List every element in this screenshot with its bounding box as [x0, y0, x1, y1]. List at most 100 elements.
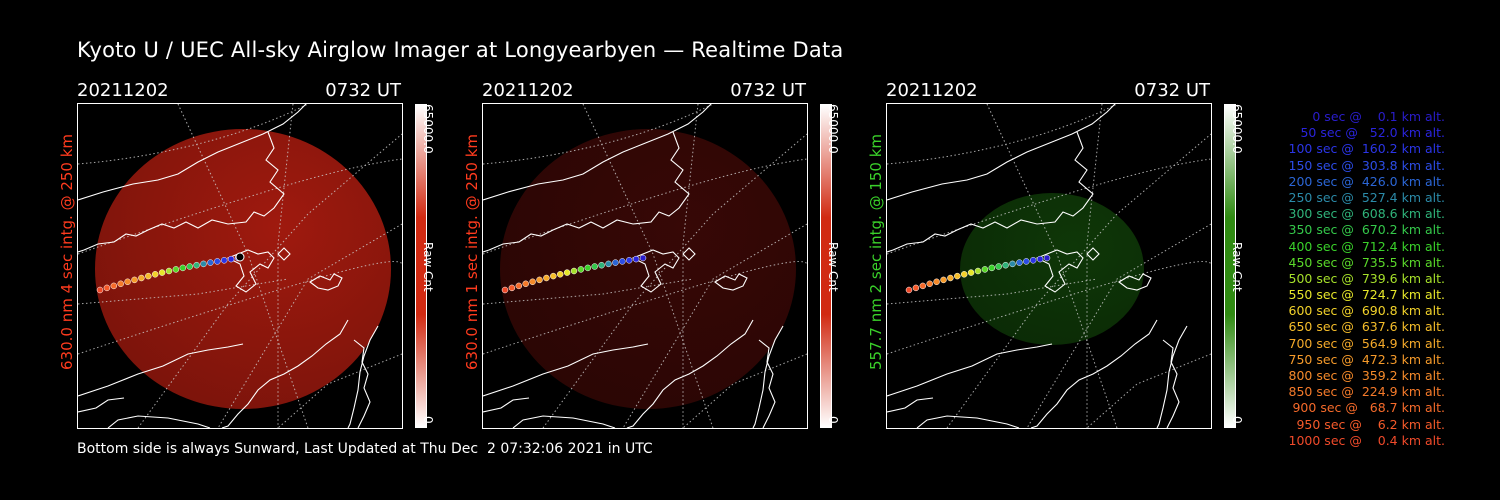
coastline	[1118, 273, 1152, 291]
coastline	[78, 131, 285, 253]
trajectory-point	[1002, 261, 1009, 269]
colorbar-max-label: 65000.0	[826, 104, 840, 154]
trajectory-point	[988, 264, 996, 272]
panel-side-label: 557.7 nm 2 sec intg. @ 150 km	[867, 133, 885, 370]
trajectory-point	[1036, 255, 1044, 263]
coastline	[221, 319, 349, 428]
panel-time: 0732 UT	[325, 80, 401, 101]
coastline	[226, 249, 275, 293]
trajectory-point	[905, 286, 913, 294]
legend-row: 650 sec @ 637.6 km alt.	[1288, 319, 1445, 335]
legend-row: 700 sec @ 564.9 km alt.	[1288, 335, 1445, 351]
coastline	[1086, 247, 1100, 261]
legend-row: 0 sec @ 0.1 km alt.	[1312, 109, 1445, 124]
coastline	[626, 319, 754, 428]
trajectory-point	[556, 271, 564, 278]
legend-row: 450 sec @ 735.5 km alt.	[1288, 254, 1445, 270]
legend-row: 300 sec @ 608.6 km alt.	[1288, 206, 1445, 222]
coastline	[631, 249, 680, 293]
trajectory-point	[138, 274, 145, 282]
airglow-disk	[95, 129, 391, 409]
trajectory-point	[1016, 259, 1023, 266]
lat-lon-grid-line	[887, 104, 1118, 165]
trajectory-point	[598, 261, 605, 269]
legend-row: 250 sec @ 527.4 km alt.	[1288, 189, 1445, 205]
colorbar-min-label: 0	[826, 416, 840, 424]
panel-557-2s: 20211202 0732 UT 65000.0 Raw Cnt 0 557.7…	[867, 80, 1286, 430]
legend-row: 350 sec @ 670.2 km alt.	[1288, 222, 1445, 238]
trajectory-point	[919, 282, 927, 290]
page-title: Kyoto U / UEC All-sky Airglow Imager at …	[77, 38, 844, 62]
coastline	[916, 415, 1020, 428]
legend-row: 500 sec @ 739.6 km alt.	[1288, 270, 1445, 286]
colorbar	[820, 104, 832, 428]
trajectory-point	[501, 286, 509, 294]
coastline	[1162, 339, 1180, 428]
lat-lon-grid-line	[277, 104, 294, 428]
trajectory-point	[584, 264, 592, 272]
trajectory-point	[1009, 260, 1016, 268]
lat-lon-grid-line	[887, 278, 1098, 305]
trajectory-point	[193, 261, 200, 269]
coastline	[78, 397, 125, 413]
legend-row: 550 sec @ 724.7 km alt.	[1288, 287, 1445, 303]
trajectory-legend: 0 sec @ 0.1 km alt. 50 sec @ 52.0 km alt.…	[1240, 109, 1445, 449]
lat-lon-grid-line	[582, 104, 714, 428]
lat-lon-grid-line	[1086, 353, 1211, 428]
coastline	[107, 415, 211, 428]
trajectory-point	[536, 276, 543, 284]
trajectory-point	[967, 269, 975, 276]
trajectory-point	[1023, 258, 1030, 265]
trajectory-point	[515, 282, 523, 290]
trajectory-point	[926, 280, 933, 288]
trajectory-point	[995, 263, 1002, 270]
trajectory-point	[1029, 257, 1037, 264]
coastline	[512, 415, 616, 428]
trajectory-point	[960, 271, 968, 278]
allsky-map	[886, 103, 1212, 429]
trajectory-point	[96, 286, 104, 294]
trajectory-point	[151, 271, 159, 278]
legend-row: 800 sec @ 359.2 km alt.	[1288, 368, 1445, 383]
allsky-map	[77, 103, 403, 429]
lat-lon-grid-line	[78, 278, 289, 305]
trajectory-point	[940, 276, 947, 284]
map-canvas	[78, 104, 402, 428]
coastline	[277, 247, 291, 261]
lat-lon-grid-line	[78, 261, 402, 355]
panel-date: 20211202	[77, 80, 169, 101]
legend-row: 400 sec @ 712.4 km alt.	[1288, 238, 1445, 254]
coastline	[1030, 319, 1158, 428]
trajectory-point	[131, 276, 138, 284]
map-canvas	[887, 104, 1211, 428]
trajectory-point	[172, 266, 180, 273]
trajectory-point	[639, 254, 647, 262]
lat-lon-grid-line	[217, 223, 402, 428]
trajectory-point	[110, 282, 118, 290]
trajectory-point	[117, 280, 124, 288]
coastline	[347, 325, 379, 428]
lat-lon-grid-line	[1086, 104, 1103, 428]
trajectory-point	[124, 278, 131, 286]
trajectory-point	[632, 255, 640, 263]
panel-630-4s: 20211202 0732 UT 65000.0 Raw Cnt 0 630.0…	[58, 80, 477, 430]
legend-row: 1000 sec @ 0.4 km alt.	[1288, 432, 1445, 448]
coastline	[714, 273, 748, 291]
station-marker	[235, 252, 245, 262]
colorbar-min-label: 0	[421, 416, 435, 424]
colorbar	[1224, 104, 1236, 428]
coastline	[1035, 249, 1084, 293]
legend-row: 600 sec @ 690.8 km alt.	[1288, 303, 1445, 319]
coastline	[78, 343, 244, 397]
trajectory-point	[570, 267, 578, 275]
coastline	[887, 104, 1116, 201]
trajectory-point	[214, 258, 221, 265]
trajectory-point	[165, 267, 173, 275]
trajectory-point	[591, 263, 598, 270]
coastline	[483, 104, 712, 201]
trajectory-point	[625, 257, 633, 264]
coastline	[682, 247, 696, 261]
trajectory-point	[974, 267, 982, 275]
trajectory-point	[981, 266, 989, 273]
lat-lon-grid-line	[483, 278, 694, 305]
